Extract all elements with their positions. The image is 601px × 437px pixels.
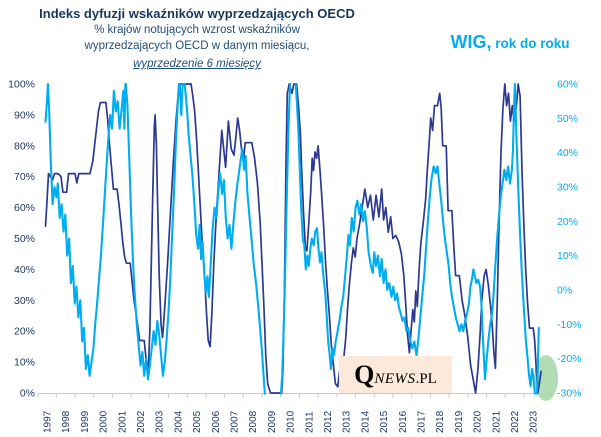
- right-axis-tick-label: 20%: [557, 216, 578, 228]
- x-axis-year-label: 1999: [80, 410, 91, 433]
- left-axis-tick-label: 50%: [14, 233, 35, 245]
- wig-series-title-main: WIG,: [450, 32, 492, 52]
- x-axis-year-label: 2018: [435, 410, 446, 433]
- x-axis-year-label: 2014: [360, 410, 371, 433]
- x-axis-year-label: 1997: [43, 410, 54, 433]
- x-axis-year-label: 2006: [211, 410, 222, 433]
- right-axis-tick-label: -10%: [557, 319, 582, 331]
- page-title: Indeks dyfuzji wskaźników wyprzedzającyc…: [39, 6, 355, 21]
- subtitle-line-1: % krajów notujących wzrost wskaźników: [94, 24, 300, 37]
- right-axis-tick-label: -30%: [557, 388, 582, 400]
- series-group: [44, 83, 542, 395]
- qnews-logo-q: Q: [354, 360, 375, 389]
- subtitle-line-2: wyprzedzających OECD w danym miesiącu,: [84, 39, 310, 52]
- qnews-logo: Q NEWS .PL: [339, 356, 452, 393]
- right-axis-tick-label: 10%: [557, 250, 578, 262]
- left-axis-tick-label: 80%: [14, 140, 35, 152]
- x-axis-year-label: 2013: [342, 410, 353, 433]
- left-axis-tick-label: 60%: [14, 202, 35, 214]
- left-axis-tick-label: 100%: [8, 79, 35, 91]
- left-title-block: Indeks dyfuzji wskaźników wyprzedzającyc…: [8, 6, 386, 73]
- right-axis-tick-label: 30%: [557, 182, 578, 194]
- right-axis-tick-label: -20%: [557, 353, 582, 365]
- x-axis-year-label: 2003: [155, 410, 166, 433]
- x-axis-year-label: 2004: [173, 410, 184, 433]
- x-axis-year-label: 2002: [136, 410, 147, 433]
- oecd-diffusion-line: [44, 83, 542, 394]
- left-axis-tick-label: 30%: [14, 295, 35, 307]
- wig-series-title: WIG, rok do roku: [430, 32, 590, 53]
- x-axis-year-label: 2009: [267, 410, 278, 433]
- x-axis-year-label: 2016: [398, 410, 409, 433]
- x-axis-year-label: 2023: [529, 410, 540, 433]
- right-axis-tick-label: 40%: [557, 147, 578, 159]
- x-axis-year-label: 2001: [117, 410, 128, 433]
- wig-series-title-suffix: rok do roku: [491, 36, 570, 51]
- x-axis-year-label: 2017: [417, 410, 428, 433]
- x-axis-year-label: 2005: [192, 410, 203, 433]
- right-axis-tick-label: 60%: [557, 79, 578, 91]
- right-axis-tick-label: 50%: [557, 113, 578, 125]
- x-axis-year-label: 2021: [491, 410, 502, 433]
- x-axis-year-label: 2020: [473, 410, 484, 433]
- x-axis-year-label: 2019: [454, 410, 465, 433]
- x-axis-year-label: 2007: [230, 410, 241, 433]
- right-axis-tick-label: 0%: [557, 285, 572, 297]
- x-axis-year-label: 2015: [379, 410, 390, 433]
- left-axis-tick-label: 90%: [14, 109, 35, 121]
- x-axis-year-label: 2011: [304, 411, 315, 433]
- qnews-logo-pl: .PL: [415, 371, 437, 387]
- x-axis-year-label: 2010: [286, 410, 297, 433]
- subtitle-lead-note: wyprzedzenie 6 miesięcy: [133, 58, 261, 70]
- x-axis-year-label: 2012: [323, 410, 334, 433]
- left-axis-tick-label: 10%: [14, 357, 35, 369]
- left-axis-tick-label: 0%: [20, 388, 35, 400]
- left-axis-tick-label: 40%: [14, 264, 35, 276]
- x-axis-year-label: 2022: [510, 410, 521, 433]
- x-axis-year-label: 2008: [248, 410, 259, 433]
- wig-yoy-line: [44, 83, 540, 395]
- left-axis-tick-label: 70%: [14, 171, 35, 183]
- latest-data-highlight-ellipse: [534, 355, 558, 401]
- x-axis-year-label: 1998: [61, 410, 72, 433]
- qnews-logo-news: NEWS: [374, 371, 416, 387]
- x-axis-year-label: 2000: [99, 410, 110, 433]
- left-axis-tick-label: 20%: [14, 326, 35, 338]
